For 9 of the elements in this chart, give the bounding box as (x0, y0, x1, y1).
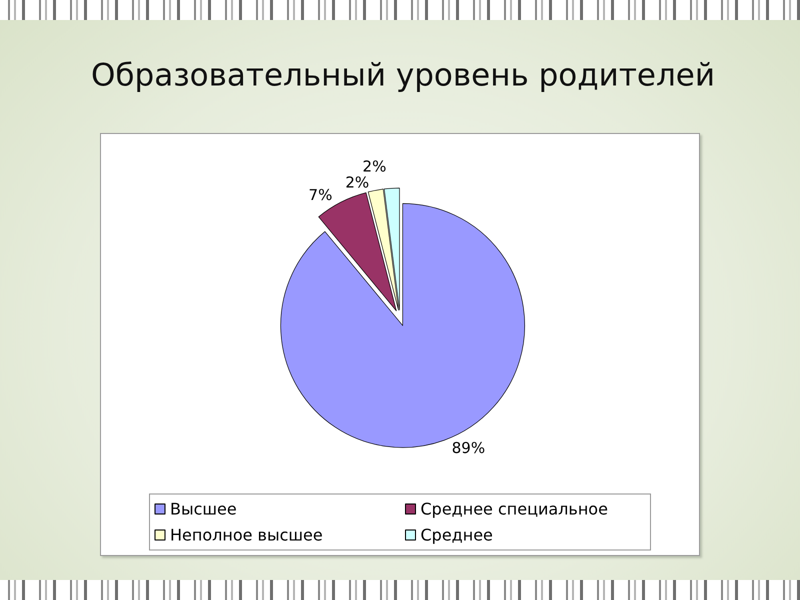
legend-label: Высшее (170, 500, 237, 518)
chart-title: Образовательный уровень родителей (91, 58, 715, 94)
data-label: 89% (452, 438, 486, 457)
legend-label: Среднее (420, 526, 493, 544)
legend-label: Неполное высшее (170, 526, 323, 544)
legend-label: Среднее специальное (420, 500, 608, 518)
data-label: 2% (362, 157, 386, 176)
data-label: 7% (308, 186, 332, 204)
data-label: 2% (345, 173, 370, 192)
